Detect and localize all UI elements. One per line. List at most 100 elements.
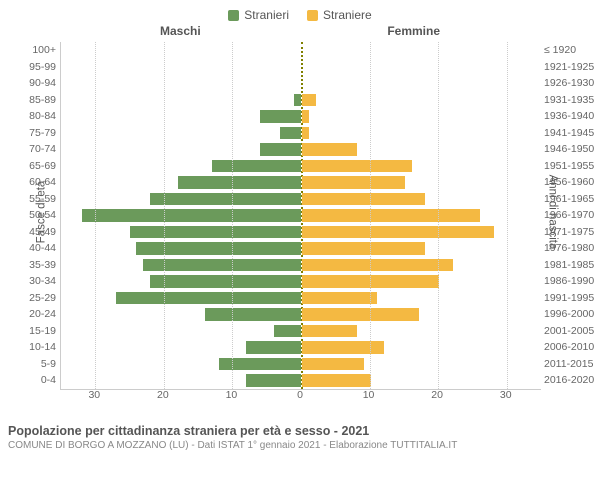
x-tick: 30 bbox=[88, 389, 100, 401]
birth-label: 1951-1955 bbox=[544, 158, 600, 175]
table-row bbox=[61, 290, 541, 307]
bar-male bbox=[178, 176, 301, 189]
gridline bbox=[438, 42, 439, 389]
birth-label: 1941-1945 bbox=[544, 125, 600, 142]
birth-label: 2011-2015 bbox=[544, 356, 600, 373]
age-label: 40-44 bbox=[0, 240, 56, 257]
birth-label: 1956-1960 bbox=[544, 174, 600, 191]
table-row bbox=[61, 108, 541, 125]
bar-male bbox=[136, 242, 301, 255]
bar-male bbox=[260, 143, 301, 156]
birth-label: 1976-1980 bbox=[544, 240, 600, 257]
table-row bbox=[61, 92, 541, 109]
table-row bbox=[61, 273, 541, 290]
bar-male bbox=[116, 292, 301, 305]
age-label: 100+ bbox=[0, 42, 56, 59]
table-row bbox=[61, 257, 541, 274]
age-label: 95-99 bbox=[0, 59, 56, 76]
birth-label: 2001-2005 bbox=[544, 323, 600, 340]
bar-male bbox=[212, 160, 301, 173]
gridline bbox=[370, 42, 371, 389]
age-label: 75-79 bbox=[0, 125, 56, 142]
bar-female bbox=[302, 325, 357, 338]
age-label: 85-89 bbox=[0, 92, 56, 109]
swatch-male bbox=[228, 10, 239, 21]
x-tick: 0 bbox=[297, 389, 303, 401]
table-row bbox=[61, 141, 541, 158]
bar-female bbox=[302, 292, 377, 305]
legend-label-female: Straniere bbox=[323, 8, 372, 22]
age-label: 20-24 bbox=[0, 306, 56, 323]
bar-female bbox=[302, 242, 425, 255]
age-label: 70-74 bbox=[0, 141, 56, 158]
table-row bbox=[61, 306, 541, 323]
bar-male bbox=[143, 259, 301, 272]
x-tick: 20 bbox=[157, 389, 169, 401]
bar-male bbox=[130, 226, 301, 239]
bar-female bbox=[302, 143, 357, 156]
age-label: 10-14 bbox=[0, 339, 56, 356]
age-label: 45-49 bbox=[0, 224, 56, 241]
gridline bbox=[95, 42, 96, 389]
birth-label: 1991-1995 bbox=[544, 290, 600, 307]
table-row bbox=[61, 174, 541, 191]
footer: Popolazione per cittadinanza straniera p… bbox=[0, 422, 600, 451]
age-label: 30-34 bbox=[0, 273, 56, 290]
bar-female bbox=[302, 110, 309, 123]
birth-label: 1966-1970 bbox=[544, 207, 600, 224]
gridline bbox=[507, 42, 508, 389]
birth-label: 1986-1990 bbox=[544, 273, 600, 290]
birth-label: 1981-1985 bbox=[544, 257, 600, 274]
header-female: Femmine bbox=[387, 24, 440, 38]
bar-female bbox=[302, 94, 316, 107]
age-label: 60-64 bbox=[0, 174, 56, 191]
birth-label: 2016-2020 bbox=[544, 372, 600, 389]
birth-label: ≤ 1920 bbox=[544, 42, 600, 59]
bar-female bbox=[302, 226, 494, 239]
table-row bbox=[61, 59, 541, 76]
bar-male bbox=[205, 308, 301, 321]
legend-item-female: Straniere bbox=[307, 8, 372, 22]
x-axis: 30 20 10 0 10 20 30 bbox=[60, 389, 540, 405]
birth-label: 1936-1940 bbox=[544, 108, 600, 125]
birth-label: 1926-1930 bbox=[544, 75, 600, 92]
age-label: 5-9 bbox=[0, 356, 56, 373]
table-row bbox=[61, 158, 541, 175]
bar-male bbox=[150, 193, 301, 206]
age-label: 65-69 bbox=[0, 158, 56, 175]
bar-female bbox=[302, 176, 405, 189]
bar-female bbox=[302, 275, 439, 288]
age-label: 55-59 bbox=[0, 191, 56, 208]
age-label: 15-19 bbox=[0, 323, 56, 340]
bar-male bbox=[260, 110, 301, 123]
pyramid-chart: Fasce di età Anni di nascita 30201001020… bbox=[0, 42, 600, 422]
table-row bbox=[61, 339, 541, 356]
age-label: 0-4 bbox=[0, 372, 56, 389]
age-label: 50-54 bbox=[0, 207, 56, 224]
table-row bbox=[61, 207, 541, 224]
plot-area bbox=[60, 42, 541, 390]
table-row bbox=[61, 191, 541, 208]
age-label: 35-39 bbox=[0, 257, 56, 274]
bar-female bbox=[302, 209, 480, 222]
x-tick: 20 bbox=[431, 389, 443, 401]
legend: Stranieri Straniere bbox=[0, 0, 600, 24]
table-row bbox=[61, 75, 541, 92]
birth-label: 1946-1950 bbox=[544, 141, 600, 158]
table-row bbox=[61, 224, 541, 241]
bar-male bbox=[150, 275, 301, 288]
x-tick: 10 bbox=[226, 389, 238, 401]
birth-label: 1931-1935 bbox=[544, 92, 600, 109]
bar-male bbox=[82, 209, 301, 222]
gridline bbox=[164, 42, 165, 389]
table-row bbox=[61, 125, 541, 142]
legend-item-male: Stranieri bbox=[228, 8, 289, 22]
birth-label: 1921-1925 bbox=[544, 59, 600, 76]
x-tick: 30 bbox=[500, 389, 512, 401]
bar-female bbox=[302, 127, 309, 140]
x-tick: 10 bbox=[363, 389, 375, 401]
birth-label: 1996-2000 bbox=[544, 306, 600, 323]
bar-male bbox=[246, 374, 301, 387]
gridline bbox=[232, 42, 233, 389]
footer-title: Popolazione per cittadinanza straniera p… bbox=[8, 424, 592, 438]
